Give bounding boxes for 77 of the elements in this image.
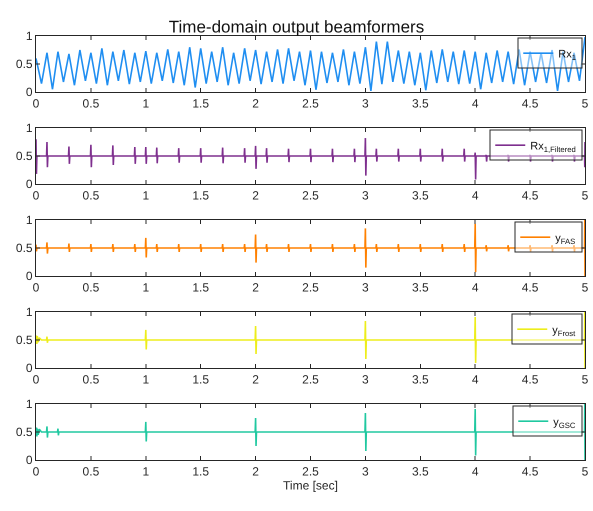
y-tick-label: 1	[26, 305, 33, 320]
y-tick-label: 1	[26, 29, 33, 44]
x-tick-label: 5	[582, 96, 589, 110]
x-tick-label: 4	[472, 372, 479, 386]
x-tick-label: 2	[252, 96, 260, 110]
y-tick-label: 0	[26, 269, 33, 284]
y-tick-label: 0.5	[16, 57, 33, 72]
x-tick-label: 4	[472, 188, 479, 202]
x-tick-label: 3.5	[412, 280, 429, 294]
x-tick-label: 3	[362, 372, 370, 386]
x-tick-label: 0.5	[82, 96, 100, 110]
x-tick-label: 1.5	[192, 188, 210, 202]
y-tick-label: 0.5	[16, 333, 33, 348]
x-tick-label: 3	[362, 464, 370, 478]
x-tick-label: 4.5	[522, 464, 539, 478]
x-tick-label: 1.5	[192, 464, 210, 478]
legend-label: Rx$_{1,Filtered}$	[530, 140, 576, 154]
y-tick-label: 0.5	[16, 241, 33, 256]
x-tick-label: 3.5	[412, 372, 429, 386]
x-tick-label: 3.5	[412, 464, 429, 478]
line-series	[36, 137, 585, 180]
legend-label: y$_{Frost}$	[552, 324, 576, 338]
x-tick-label: 1	[142, 280, 150, 294]
chart-title: Time-domain output beamformers	[168, 17, 424, 36]
line-series	[36, 404, 585, 460]
x-tick-label: 2	[252, 188, 260, 202]
y-tick-label: 1	[26, 213, 33, 228]
y-tick-label: 0	[26, 453, 33, 468]
x-tick-label: 3.5	[412, 188, 429, 202]
x-tick-label: 2.5	[302, 464, 320, 478]
x-tick-label: 4.5	[522, 96, 539, 110]
y-tick-label: 0.5	[16, 425, 33, 440]
x-tick-label: 4.5	[522, 280, 539, 294]
y-tick-label: 0	[26, 361, 33, 376]
x-tick-label: 0.5	[82, 280, 100, 294]
legend-label: y$_{GSC}$	[553, 416, 576, 430]
x-tick-label: 3	[362, 188, 370, 202]
x-tick-label: 5	[582, 372, 589, 386]
x-tick-label: 5	[582, 464, 589, 478]
x-tick-label: 2.5	[302, 280, 320, 294]
line-series	[36, 36, 585, 92]
y-tick-label: 0	[26, 177, 33, 192]
line-series	[36, 220, 585, 276]
x-axis-title: Time [sec]	[283, 478, 338, 492]
x-tick-label: 1	[142, 372, 150, 386]
x-tick-label: 0.5	[82, 188, 100, 202]
x-tick-label: 2	[252, 280, 260, 294]
x-tick-label: 4	[472, 280, 479, 294]
x-tick-label: 1	[142, 464, 150, 478]
y-tick-label: 1	[26, 397, 33, 412]
x-tick-label: 2.5	[302, 96, 320, 110]
legend-label: y$_{FAS}$	[555, 232, 576, 246]
x-tick-label: 1	[142, 188, 150, 202]
x-tick-label: 1	[142, 96, 150, 110]
y-tick-label: 0	[26, 85, 33, 100]
x-tick-label: 3	[362, 280, 370, 294]
x-tick-label: 1.5	[192, 372, 210, 386]
x-tick-label: 3.5	[412, 96, 429, 110]
x-tick-label: 2.5	[302, 188, 320, 202]
x-tick-label: 5	[582, 188, 589, 202]
x-tick-label: 3	[362, 96, 370, 110]
x-tick-label: 5	[582, 280, 589, 294]
y-tick-label: 1	[26, 121, 33, 136]
x-tick-label: 0.5	[82, 372, 100, 386]
x-tick-label: 4.5	[522, 188, 539, 202]
x-tick-label: 0.5	[82, 464, 100, 478]
x-tick-label: 2	[252, 464, 260, 478]
y-tick-label: 0.5	[16, 149, 33, 164]
line-series	[36, 312, 585, 368]
x-tick-label: 2.5	[302, 372, 320, 386]
x-tick-label: 2	[252, 372, 260, 386]
x-tick-label: 1.5	[192, 280, 210, 294]
x-tick-label: 4.5	[522, 372, 539, 386]
x-tick-label: 4	[472, 464, 479, 478]
legend-label: Rx$_{1}$	[558, 48, 576, 62]
x-tick-label: 4	[472, 96, 479, 110]
x-tick-label: 1.5	[192, 96, 210, 110]
